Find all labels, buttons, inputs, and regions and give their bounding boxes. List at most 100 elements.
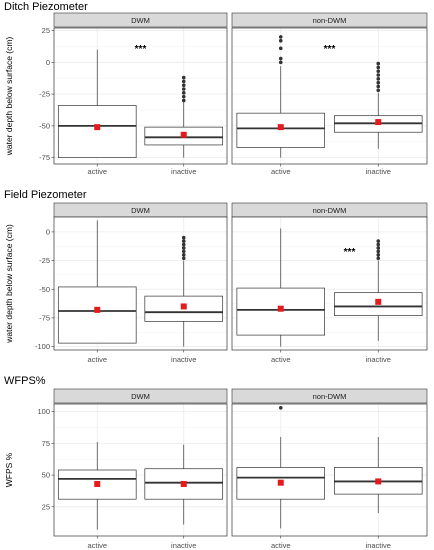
x-tick-label: active: [271, 167, 291, 176]
facet-strip-label: non-DWM: [313, 392, 347, 401]
facet-panel: non-DWM active inactive: [231, 388, 428, 550]
x-tick-label: active: [87, 541, 107, 550]
outlier-point: [181, 256, 186, 261]
outlier-point: [181, 246, 186, 250]
y-tick-label: -75: [39, 313, 50, 322]
outlier-point: [278, 35, 283, 39]
section-title: WFPS%: [4, 375, 46, 387]
x-tick-label: inactive: [171, 167, 196, 176]
panel-border: [53, 216, 228, 351]
panel-border: [231, 216, 428, 351]
outlier-point: [278, 56, 283, 61]
y-tick-label: 100: [37, 407, 50, 416]
outlier-point: [376, 61, 381, 66]
x-tick-label: inactive: [366, 541, 391, 550]
significance-annotation: ***: [344, 247, 356, 258]
y-axis-title: water depth below surface (cm): [4, 224, 14, 344]
section-title: Ditch Piezometer: [4, 1, 88, 13]
box-active: [57, 442, 137, 530]
facet-strip-label: DWM: [131, 16, 150, 25]
y-tick-label: 75: [42, 439, 50, 448]
box-inactive: [334, 239, 423, 341]
x-tick-label: active: [87, 355, 107, 364]
y-axis-title: WFPS %: [4, 452, 14, 487]
box-inactive: [144, 444, 224, 525]
outlier-point: [278, 60, 283, 65]
facet-panel: DWM active inactive: [53, 388, 228, 550]
chart-section: Ditch Piezometer water depth below surfac…: [4, 1, 428, 176]
box-active: [236, 406, 325, 529]
facet-strip-label: DWM: [131, 392, 150, 401]
box-inactive: [144, 235, 224, 347]
facet-panel: non-DWM *** active inactive: [231, 12, 428, 176]
x-tick-label: inactive: [366, 167, 391, 176]
box-inactive: [334, 437, 423, 514]
y-tick-label: -50: [39, 121, 50, 130]
y-tick-label: 25: [42, 26, 50, 35]
mean-marker: [180, 131, 187, 138]
outlier-point: [181, 75, 186, 80]
box-active: [57, 220, 137, 344]
mean-marker: [94, 306, 101, 313]
facet-strip-label: non-DWM: [313, 206, 347, 215]
facet-strip-label: DWM: [131, 206, 150, 215]
facet-panel: DWM active inactive: [53, 202, 228, 364]
outlier-point: [181, 83, 186, 87]
outlier-point: [181, 253, 186, 257]
mean-marker: [94, 124, 101, 131]
outlier-point: [376, 84, 381, 89]
panel-border: [53, 403, 228, 537]
x-tick-label: active: [87, 167, 107, 176]
box-iqr: [57, 105, 137, 158]
significance-annotation: ***: [324, 44, 336, 55]
y-tick-label: 0: [46, 228, 50, 237]
outlier-point: [181, 239, 186, 243]
y-tick-label: -100: [35, 342, 50, 351]
outlier-point: [278, 406, 283, 410]
y-tick-label: -50: [39, 285, 50, 294]
outlier-point: [376, 256, 381, 261]
outlier-point: [181, 98, 186, 103]
box-iqr: [144, 295, 224, 322]
section-title: Field Piezometer: [4, 189, 87, 201]
y-tick-label: -25: [39, 90, 50, 99]
outlier-point: [376, 239, 381, 243]
outlier-point: [376, 246, 381, 250]
facet-strip: [231, 12, 428, 28]
y-tick-label: -75: [39, 153, 50, 162]
mean-marker: [277, 124, 284, 131]
mean-marker: [180, 303, 187, 310]
facet-strip: [53, 12, 228, 28]
mean-marker: [180, 480, 187, 487]
outlier-point: [376, 253, 381, 257]
outlier-point: [181, 79, 186, 84]
x-tick-label: inactive: [171, 541, 196, 550]
outlier-point: [376, 88, 381, 93]
mean-marker: [375, 298, 382, 305]
outlier-point: [181, 87, 186, 91]
x-tick-label: active: [271, 541, 291, 550]
outlier-point: [181, 242, 186, 247]
outlier-point: [376, 69, 381, 74]
box-active: [236, 228, 325, 347]
facet-strip-label: non-DWM: [313, 16, 347, 25]
panel-border: [53, 27, 228, 165]
outlier-point: [181, 235, 186, 240]
mean-marker: [375, 119, 382, 126]
box-inactive: [334, 61, 423, 149]
outlier-point: [181, 249, 186, 254]
mean-marker: [277, 479, 284, 486]
y-tick-label: -25: [39, 256, 50, 265]
mean-marker: [277, 305, 284, 312]
box-inactive: [144, 75, 224, 158]
facet-panel: DWM *** active inactive: [53, 12, 228, 176]
significance-annotation: ***: [135, 44, 147, 55]
outlier-point: [181, 94, 186, 99]
facet-panel: non-DWM *** active inactive: [231, 202, 428, 364]
panel-border: [231, 403, 428, 537]
y-tick-label: 25: [42, 502, 50, 511]
panel-border: [231, 27, 428, 165]
chart-section: Field Piezometer water depth below surfac…: [4, 189, 428, 364]
facet-strip: [231, 388, 428, 404]
